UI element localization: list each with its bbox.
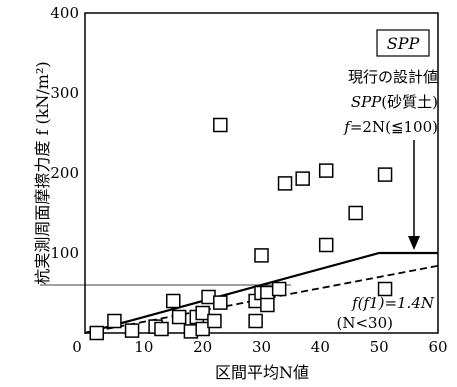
- data-point: [195, 321, 210, 337]
- data-point: [277, 176, 293, 191]
- data-point: [254, 248, 269, 263]
- data-point: [248, 313, 263, 329]
- data-point: [154, 321, 169, 337]
- x-tick-label: 10: [134, 338, 153, 356]
- data-point: [377, 281, 393, 297]
- data-point: [295, 171, 310, 186]
- data-point: [318, 237, 334, 253]
- x-tick-label: 20: [193, 338, 212, 356]
- design-arrow-head: [408, 236, 420, 250]
- x-tick-label: 0: [72, 338, 82, 356]
- y-tick-label: 300: [50, 84, 79, 102]
- design-sub-main: SPP: [351, 93, 382, 111]
- data-point: [107, 313, 122, 329]
- design-subtitle: SPP(砂質土): [351, 93, 438, 111]
- points-layer: [89, 117, 393, 341]
- data-point: [377, 167, 393, 182]
- y-tick-label: 200: [50, 164, 79, 182]
- fit-condition: (N<30): [337, 314, 393, 332]
- design-formula-rest: =2N(≦100): [350, 118, 438, 136]
- panel-label: SPP: [387, 34, 420, 53]
- panel-label-box: [376, 29, 430, 57]
- x-tick-label: 40: [311, 338, 330, 356]
- x-tick-label: 30: [252, 338, 271, 356]
- y-tick-label: 400: [50, 4, 79, 22]
- design-formula-f: f: [343, 118, 352, 136]
- data-point: [195, 305, 210, 321]
- data-point: [348, 205, 363, 221]
- design-title: 現行の設計値: [348, 68, 438, 86]
- data-point: [213, 117, 228, 133]
- data-point: [171, 309, 187, 325]
- y-tick-label: 100: [50, 244, 79, 262]
- data-point: [89, 325, 105, 341]
- data-point: [124, 323, 140, 338]
- design-sub-paren: (砂質土): [381, 93, 438, 111]
- data-point: [166, 293, 181, 309]
- x-axis-label: 区間平均N値: [215, 363, 309, 382]
- data-point: [207, 313, 222, 329]
- design-formula: f=2N(≦100): [343, 118, 438, 136]
- data-point: [213, 295, 228, 310]
- plot-frame: [84, 12, 439, 334]
- data-point: [260, 297, 275, 313]
- data-point: [271, 281, 287, 297]
- x-tick-label: 60: [428, 338, 447, 356]
- x-tick-label: 50: [370, 338, 389, 356]
- y-axis-label: 杭実測周面摩擦力度 f (kN/m²): [33, 61, 52, 284]
- fit-formula: f(f1)=1.4N: [351, 294, 435, 312]
- design-value-line: [84, 251, 438, 335]
- data-point: [318, 163, 334, 178]
